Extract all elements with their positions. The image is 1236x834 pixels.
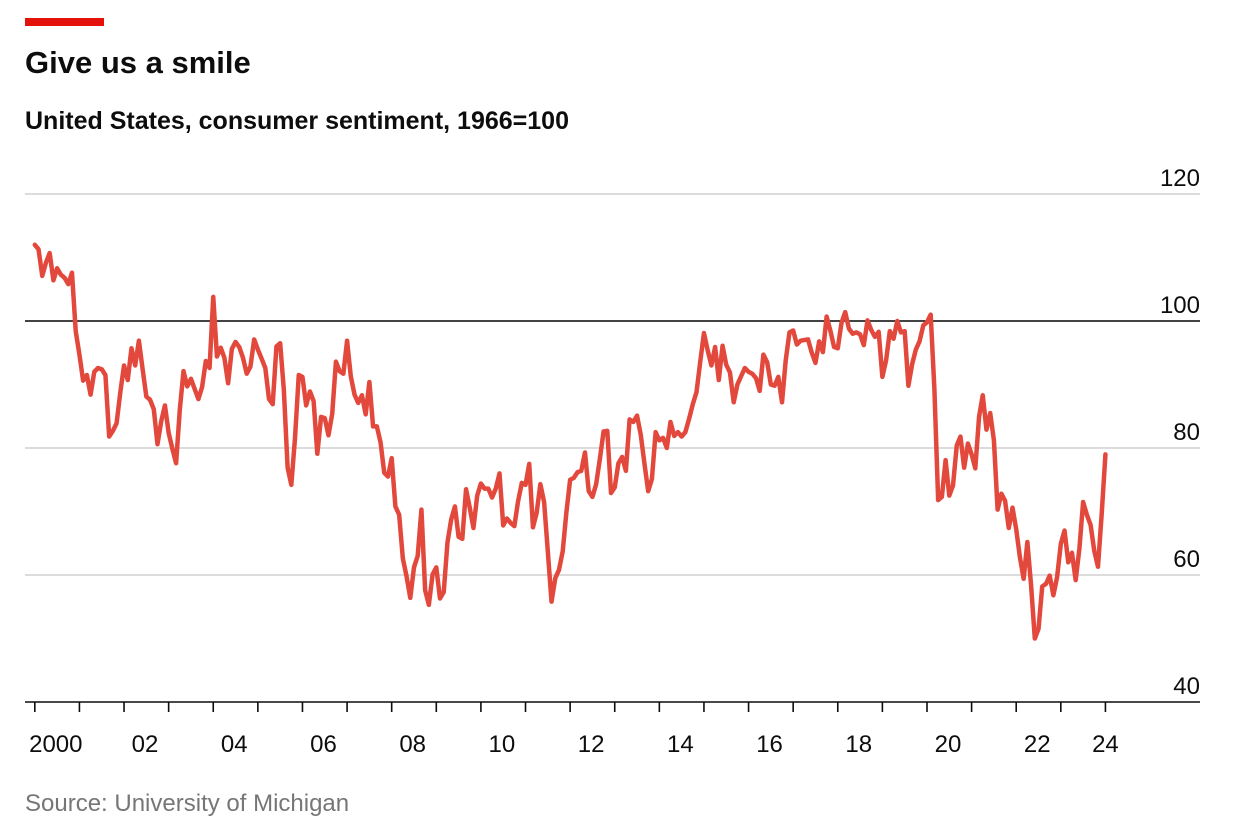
- x-tick-label: 2000: [29, 731, 82, 758]
- source: Source: University of Michigan: [25, 790, 349, 817]
- chart-subtitle: United States, consumer sentiment, 1966=…: [25, 107, 569, 135]
- x-tick-label: 24: [1092, 731, 1119, 758]
- x-tick-label: 04: [221, 731, 248, 758]
- y-tick-label: 60: [1173, 546, 1200, 573]
- y-tick-label: 80: [1173, 419, 1200, 446]
- y-tick-label: 120: [1160, 165, 1200, 192]
- x-tick-label: 08: [399, 731, 426, 758]
- x-tick-label: 14: [667, 731, 694, 758]
- x-tick-label: 16: [756, 731, 783, 758]
- y-tick-label: 100: [1160, 292, 1200, 319]
- brand-bar: [25, 18, 104, 26]
- x-tick-label: 02: [132, 731, 159, 758]
- x-tick-label: 10: [489, 731, 516, 758]
- chart-title: Give us a smile: [25, 45, 251, 80]
- x-tick-label: 18: [845, 731, 872, 758]
- x-tick-label: 06: [310, 731, 337, 758]
- x-tick-label: 12: [578, 731, 605, 758]
- line-series: [32, 242, 1108, 641]
- x-tick-label: 20: [935, 731, 962, 758]
- x-tick-label: 22: [1024, 731, 1051, 758]
- y-tick-label: 40: [1173, 673, 1200, 700]
